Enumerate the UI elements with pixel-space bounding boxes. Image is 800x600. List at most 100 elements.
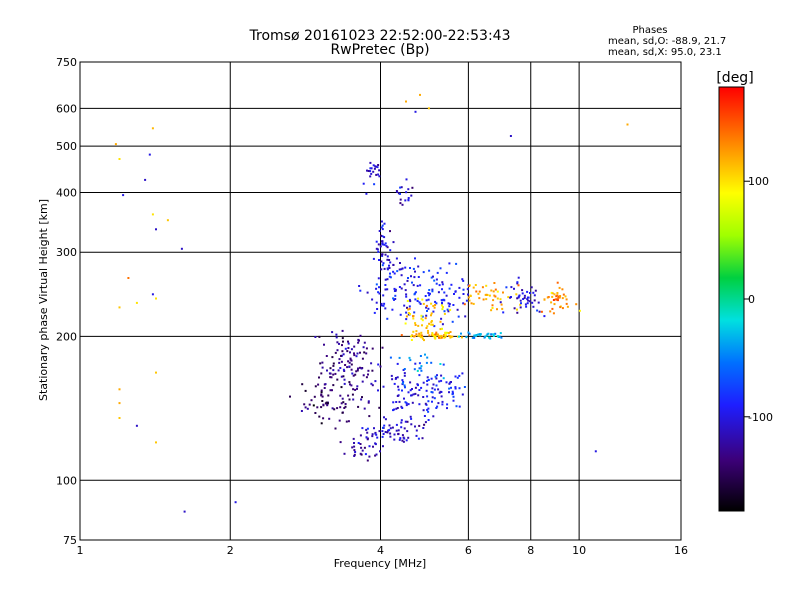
data-point: [499, 332, 502, 335]
data-point: [353, 345, 356, 348]
data-point: [440, 304, 443, 307]
data-point: [419, 284, 422, 287]
data-point: [414, 386, 417, 389]
data-point: [441, 308, 444, 311]
data-point: [559, 295, 562, 297]
data-point: [438, 284, 441, 287]
data-point: [365, 436, 368, 439]
data-point: [371, 347, 374, 350]
data-point: [437, 388, 440, 391]
data-point: [412, 393, 415, 396]
data-point: [378, 292, 381, 295]
data-point: [328, 417, 331, 420]
data-point: [403, 384, 406, 387]
data-point: [386, 258, 389, 261]
data-point: [452, 395, 455, 398]
data-point: [406, 279, 409, 282]
data-point: [379, 365, 382, 368]
data-point: [561, 307, 564, 310]
data-point: [478, 333, 481, 336]
data-point: [383, 243, 386, 246]
data-point: [366, 431, 369, 434]
data-point: [408, 305, 411, 308]
data-point: [373, 427, 375, 430]
data-point: [413, 335, 415, 338]
data-point: [326, 402, 329, 405]
data-point: [363, 351, 366, 354]
data-point: [340, 402, 343, 405]
data-point: [362, 182, 365, 185]
data-point: [404, 199, 407, 202]
data-point: [389, 435, 392, 438]
data-point: [376, 308, 379, 310]
data-point: [555, 295, 558, 298]
data-point: [338, 419, 341, 422]
data-point: [505, 286, 508, 289]
data-point: [441, 283, 444, 286]
data-point: [479, 334, 482, 337]
data-point: [499, 298, 502, 301]
data-point: [421, 437, 424, 440]
data-point: [491, 307, 494, 309]
data-point: [343, 378, 346, 381]
data-point: [467, 331, 470, 334]
grid-lines: [80, 62, 681, 540]
data-point: [381, 235, 384, 238]
data-point: [335, 336, 338, 339]
data-point: [447, 332, 450, 334]
data-point: [331, 356, 334, 359]
data-point: [359, 366, 361, 369]
data-point: [377, 291, 380, 294]
data-point: [466, 288, 469, 291]
colorbar-ticks: 100 0 -100: [744, 175, 773, 424]
data-point: [485, 293, 488, 296]
data-point: [377, 389, 379, 392]
data-point: [342, 368, 345, 371]
data-point: [430, 391, 433, 393]
data-point: [537, 301, 540, 304]
data-point: [358, 285, 361, 287]
data-point: [350, 384, 353, 387]
data-point: [348, 365, 351, 368]
x-axis-ticks: 1 2 4 6 8 10 16: [77, 544, 689, 557]
data-point: [405, 311, 408, 314]
data-point: [494, 332, 497, 335]
data-point: [403, 372, 406, 375]
data-point: [353, 354, 356, 357]
data-point: [340, 360, 343, 363]
data-point: [374, 454, 377, 457]
data-point: [448, 287, 451, 290]
data-point: [526, 302, 529, 305]
data-point: [343, 382, 346, 385]
data-point: [386, 288, 389, 291]
data-point: [433, 279, 436, 282]
data-point: [371, 435, 374, 438]
data-point: [439, 337, 442, 340]
data-point: [380, 302, 383, 305]
data-point: [439, 328, 442, 331]
data-point: [452, 304, 455, 306]
data-point: [347, 394, 350, 397]
data-point: [521, 289, 524, 292]
data-point: [430, 276, 433, 279]
data-point: [441, 302, 443, 305]
data-point: [441, 288, 443, 291]
data-point: [393, 382, 396, 385]
data-point: [380, 240, 383, 243]
data-point: [417, 394, 420, 397]
data-point: [421, 315, 424, 318]
data-point: [411, 401, 414, 404]
data-point: [414, 110, 417, 113]
data-point: [575, 303, 578, 306]
data-point: [318, 335, 321, 338]
data-point: [418, 362, 421, 365]
data-point: [427, 378, 430, 381]
data-point: [401, 267, 404, 270]
data-point: [467, 293, 469, 296]
data-point: [414, 270, 416, 273]
data-point: [474, 284, 477, 286]
data-point: [381, 346, 384, 349]
data-point: [416, 383, 419, 386]
data-point: [534, 289, 537, 292]
data-point: [375, 453, 378, 456]
